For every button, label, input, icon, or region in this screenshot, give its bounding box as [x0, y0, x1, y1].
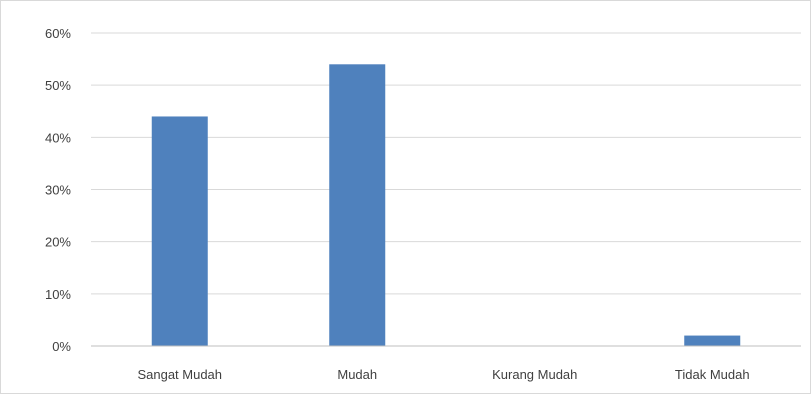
y-tick-label: 40%: [45, 130, 71, 145]
y-tick-label: 20%: [45, 235, 71, 250]
x-tick-label: Mudah: [337, 367, 377, 382]
gridlines: [91, 32, 801, 295]
bar: [151, 116, 208, 346]
bar: [684, 335, 741, 346]
y-tick-label: 60%: [45, 26, 71, 41]
bar: [329, 64, 386, 347]
y-tick-label: 10%: [45, 287, 71, 302]
y-axis-tick-labels: 0% 10% 20% 30% 40% 50% 60%: [45, 26, 71, 354]
bars: [151, 64, 741, 347]
x-tick-label: Tidak Mudah: [675, 367, 750, 382]
y-tick-label: 0%: [52, 339, 71, 354]
y-tick-label: 30%: [45, 183, 71, 198]
x-tick-label: Sangat Mudah: [137, 367, 222, 382]
x-axis-tick-labels: Sangat Mudah Mudah Kurang Mudah Tidak Mudah: [137, 367, 749, 382]
x-tick-label: Kurang Mudah: [492, 367, 577, 382]
y-tick-label: 50%: [45, 78, 71, 93]
